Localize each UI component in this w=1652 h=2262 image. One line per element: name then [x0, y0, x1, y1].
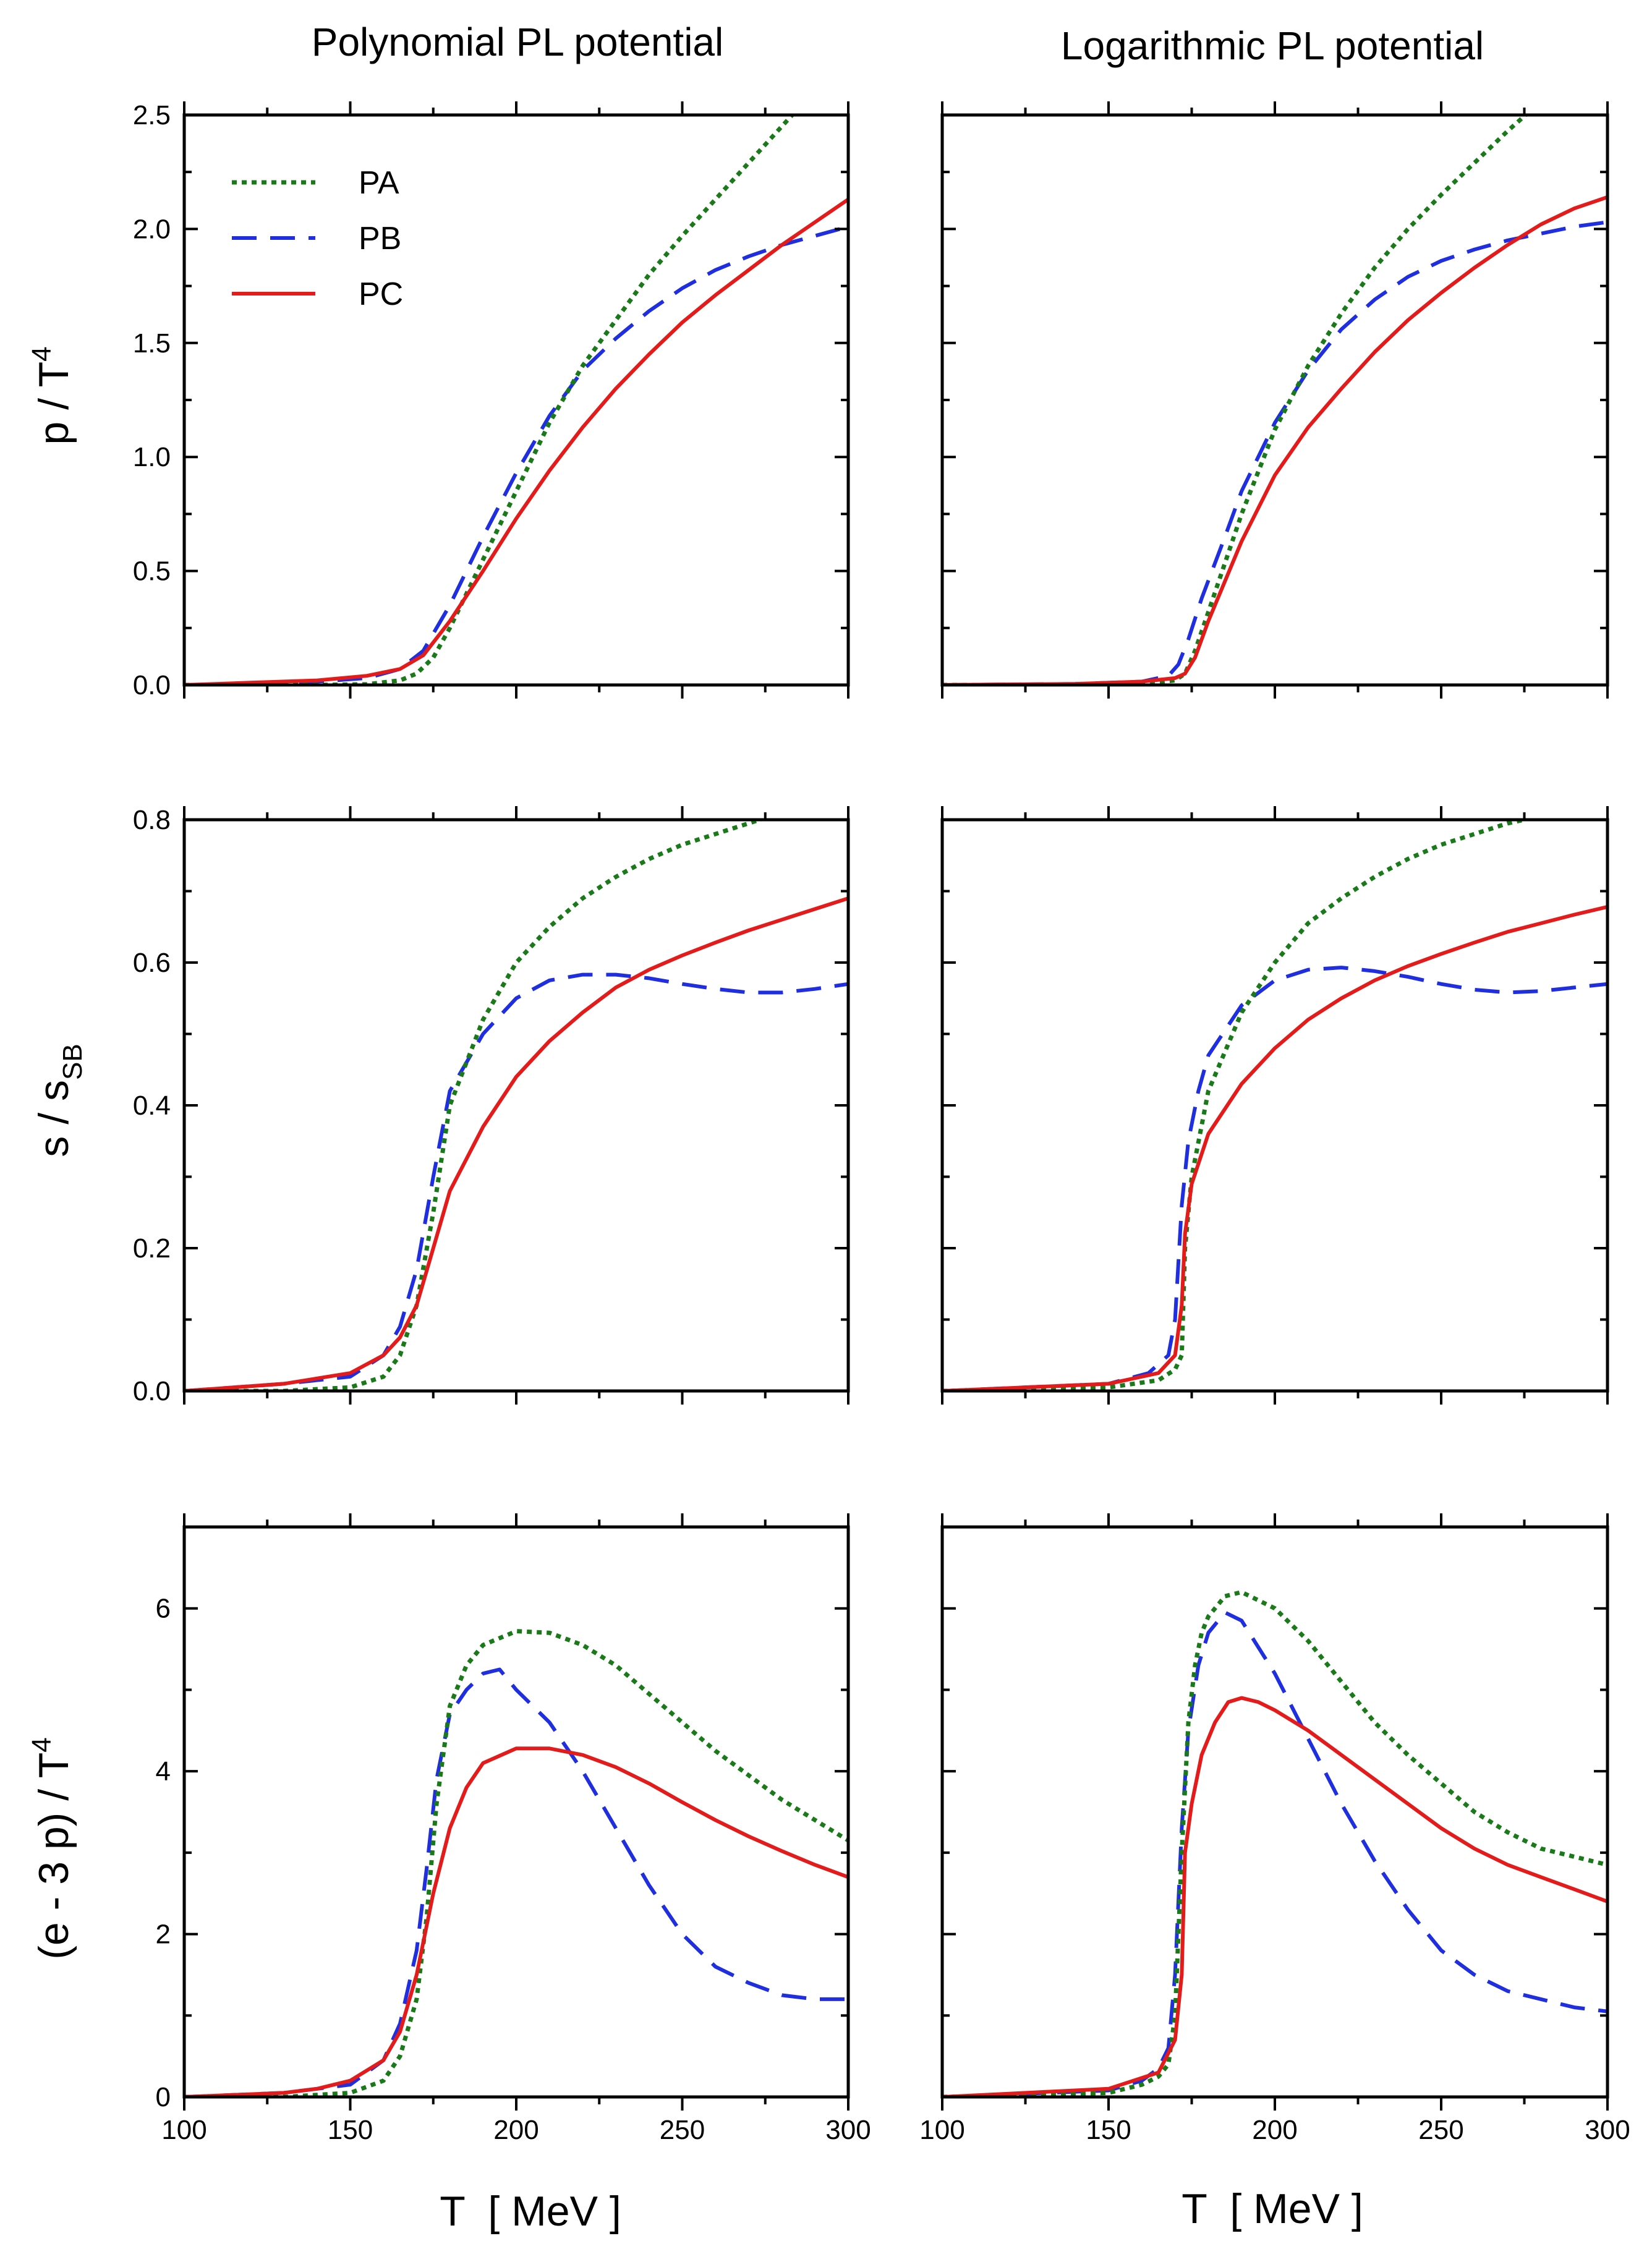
- legend-label-pc: PC: [359, 276, 403, 312]
- series-group-pressure-log: [942, 115, 1607, 685]
- series-group-interaction-poly: [184, 1629, 848, 2097]
- y-tick-label-entropy-poly: 0.2: [133, 1233, 171, 1264]
- series-line-pa-interaction-poly: [184, 1629, 848, 2097]
- panel-pressure-logarithmic: [940, 101, 1609, 699]
- series-line-pa-entropy-poly: [184, 820, 767, 1391]
- y-tick-label-interaction-poly: 2: [156, 1920, 171, 1950]
- plot-frame-entropy-poly: [182, 818, 850, 1393]
- panel-entropy-polynomial: 0.0 0.2 0.4 0.6 0.8: [133, 805, 850, 1406]
- x-axis-label-left: T [ MeV ]: [440, 2188, 621, 2235]
- series-line-pa-pressure-poly: [184, 115, 796, 685]
- x-tick-label-interaction-log: 150: [1086, 2115, 1131, 2145]
- legend: PA PB PC: [232, 165, 403, 312]
- series-line-pc-pressure-poly: [184, 198, 848, 685]
- plot-frame-pressure-log: [940, 113, 1609, 687]
- x-tick-label-interaction-log: 250: [1418, 2115, 1463, 2145]
- x-axis-label-right: T [ MeV ]: [1182, 2185, 1363, 2232]
- series-line-pb-entropy-log: [942, 966, 1607, 1391]
- series-line-pc-pressure-log: [942, 195, 1607, 685]
- row-label-entropy: s / sSB: [30, 1044, 88, 1157]
- plot-frame-interaction-poly: [182, 1525, 850, 2099]
- plot-frame-interaction-log: [940, 1525, 1609, 2099]
- y-tick-label-entropy-poly: 0.4: [133, 1091, 171, 1121]
- x-tick-label-interaction-poly: 150: [328, 2115, 373, 2145]
- series-line-pc-interaction-log: [942, 1696, 1607, 2097]
- column-title-logarithmic: Logarithmic PL potential: [1061, 23, 1484, 68]
- column-title-polynomial: Polynomial PL potential: [312, 20, 723, 64]
- x-tick-label-interaction-log: 100: [919, 2115, 964, 2145]
- plot-frame-pressure-poly: [182, 113, 850, 687]
- svg-text:s / sSB: s / sSB: [30, 1044, 88, 1157]
- series-group-interaction-log: [942, 1589, 1607, 2097]
- legend-label-pa: PA: [359, 165, 399, 201]
- series-line-pb-interaction-poly: [184, 1667, 848, 2097]
- x-tick-label-interaction-poly: 300: [825, 2115, 871, 2145]
- y-tick-label-pressure-poly: 2.0: [133, 214, 171, 244]
- y-tick-label-entropy-poly: 0.8: [133, 805, 171, 835]
- svg-text:(e - 3 p) / T4: (e - 3 p) / T4: [27, 1737, 77, 1960]
- series-line-pc-entropy-log: [942, 904, 1607, 1391]
- x-tick-label-interaction-poly: 200: [493, 2115, 539, 2145]
- y-tick-label-pressure-poly: 0.5: [133, 556, 171, 587]
- series-line-pb-pressure-log: [942, 220, 1607, 685]
- x-tick-label-interaction-poly: 250: [660, 2115, 705, 2145]
- series-line-pa-entropy-log: [942, 820, 1525, 1391]
- panel-interaction-polynomial: 100 150 200 250 300 0 2 4 6: [156, 1513, 871, 2145]
- series-group-entropy-log: [942, 820, 1607, 1391]
- row-label-pressure: p / T4: [27, 346, 77, 444]
- y-tick-label-interaction-poly: 4: [156, 1756, 171, 1787]
- series-line-pa-interaction-log: [942, 1589, 1607, 2097]
- panel-pressure-polynomial: 0.0 0.5 1.0 1.5 2.0 2.5: [133, 100, 850, 700]
- y-tick-label-pressure-poly: 0.0: [133, 670, 171, 700]
- series-line-pc-entropy-poly: [184, 896, 848, 1391]
- y-tick-label-pressure-poly: 1.0: [133, 442, 171, 472]
- series-group-pressure-poly: [184, 115, 848, 685]
- y-tick-label-interaction-poly: 6: [156, 1594, 171, 1624]
- y-tick-label-entropy-poly: 0.0: [133, 1376, 171, 1406]
- legend-label-pb: PB: [359, 221, 401, 257]
- y-tick-label-interaction-poly: 0: [156, 2082, 171, 2112]
- plot-frame-entropy-log: [940, 818, 1609, 1393]
- series-line-pb-pressure-poly: [184, 224, 848, 685]
- series-line-pb-interaction-log: [942, 1610, 1607, 2097]
- series-group-entropy-poly: [184, 820, 848, 1391]
- svg-text:p / T4: p / T4: [27, 346, 77, 444]
- x-tick-label-interaction-log: 300: [1585, 2115, 1630, 2145]
- series-line-pc-interaction-poly: [184, 1746, 848, 2097]
- x-tick-label-interaction-log: 200: [1252, 2115, 1297, 2145]
- y-tick-label-pressure-poly: 2.5: [133, 100, 171, 130]
- x-tick-label-interaction-poly: 100: [161, 2115, 206, 2145]
- series-line-pa-pressure-log: [942, 115, 1529, 685]
- panel-interaction-logarithmic: 100 150 200 250 300: [919, 1513, 1630, 2145]
- row-label-interaction: (e - 3 p) / T4: [27, 1737, 77, 1960]
- y-tick-label-entropy-poly: 0.6: [133, 948, 171, 978]
- panel-entropy-logarithmic: [940, 806, 1609, 1405]
- series-line-pb-entropy-poly: [184, 972, 848, 1391]
- y-tick-label-pressure-poly: 1.5: [133, 328, 171, 359]
